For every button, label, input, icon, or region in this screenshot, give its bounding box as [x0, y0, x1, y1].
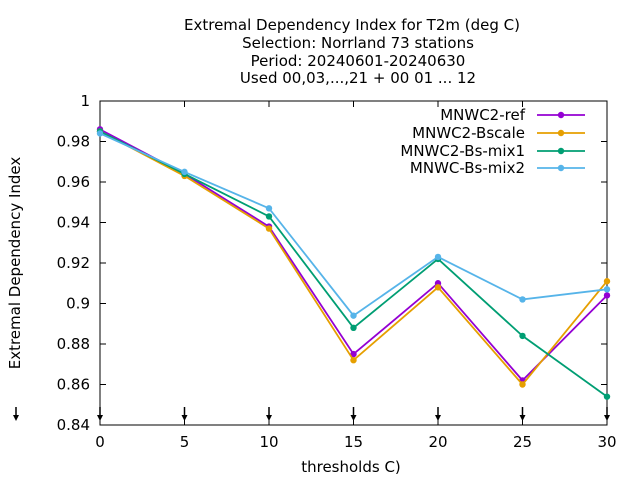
data-point — [603, 292, 611, 299]
x-tick-label: 30 — [597, 433, 616, 451]
x-tick-label: 5 — [180, 433, 190, 451]
title-line-2: Selection: Norrland 73 stations — [242, 34, 474, 52]
legend-label: MNWC2-Bs-mix1 — [400, 142, 525, 160]
plot-border — [99, 100, 608, 426]
x-tick-label: 0 — [95, 433, 105, 451]
title-line-4: Used 00,03,...,21 + 00 01 ... 12 — [240, 69, 476, 87]
data-point — [181, 168, 188, 176]
x-axis-label: thresholds C) — [301, 458, 401, 476]
x-tick-label: 20 — [428, 433, 447, 451]
data-point — [96, 130, 104, 137]
data-point — [434, 253, 442, 261]
arrow-marker-head — [604, 415, 610, 421]
arrow-marker-head — [13, 415, 19, 421]
data-point — [350, 324, 357, 331]
arrow-marker-head — [181, 415, 188, 421]
legend-swatch-marker — [557, 164, 565, 172]
arrow-marker-head — [519, 415, 526, 421]
data-point — [265, 213, 273, 220]
legend-label: MNWC2-Bscale — [412, 124, 525, 142]
data-point — [265, 205, 273, 212]
data-point — [350, 350, 357, 358]
y-tick-label: 0.86 — [57, 376, 90, 394]
data-point — [350, 357, 357, 364]
data-point — [519, 381, 526, 388]
data-point — [603, 286, 611, 293]
y-tick-label: 0.88 — [57, 335, 90, 353]
data-point — [519, 332, 526, 340]
data-point — [434, 284, 442, 291]
arrow-marker-head — [350, 415, 357, 421]
data-point — [603, 393, 611, 400]
series-0 — [96, 126, 611, 384]
y-tick-label: 1 — [80, 92, 90, 110]
y-axis-label: Extremal Dependency Index — [6, 157, 24, 370]
legend-swatch-marker — [557, 129, 565, 137]
legend-swatch-marker — [557, 147, 565, 155]
series-layer — [96, 126, 611, 400]
y-tick-label: 0.9 — [66, 295, 90, 313]
y-tick-label: 0.94 — [57, 214, 90, 232]
x-tick-label: 25 — [513, 433, 532, 451]
data-point — [265, 225, 273, 232]
x-tick-label: 10 — [259, 433, 278, 451]
title-line-3: Period: 20240601-20240630 — [251, 52, 466, 70]
legend-swatch-marker — [557, 111, 565, 119]
arrow-marker-head — [266, 415, 272, 421]
y-tick-label: 0.98 — [57, 133, 90, 151]
legend: MNWC2-refMNWC2-BscaleMNWC2-Bs-mix1MNWC-B… — [400, 106, 585, 177]
data-point — [603, 278, 611, 285]
x-tick-label: 15 — [344, 433, 363, 451]
data-point — [350, 312, 357, 319]
y-tick-label: 0.92 — [57, 254, 90, 272]
data-point — [519, 296, 526, 303]
arrow-marker-head — [435, 415, 441, 421]
legend-label: MNWC-Bs-mix2 — [410, 159, 525, 177]
y-tick-label: 0.96 — [57, 173, 90, 191]
y-tick-label: 0.84 — [57, 416, 90, 434]
series-line — [99, 132, 608, 317]
series-3 — [96, 130, 611, 319]
chart-title: Extremal Dependency Index for T2m (deg C… — [184, 16, 520, 87]
title-line-1: Extremal Dependency Index for T2m (deg C… — [184, 16, 520, 34]
arrow-marker-head — [97, 415, 103, 421]
legend-label: MNWC2-ref — [440, 106, 525, 124]
